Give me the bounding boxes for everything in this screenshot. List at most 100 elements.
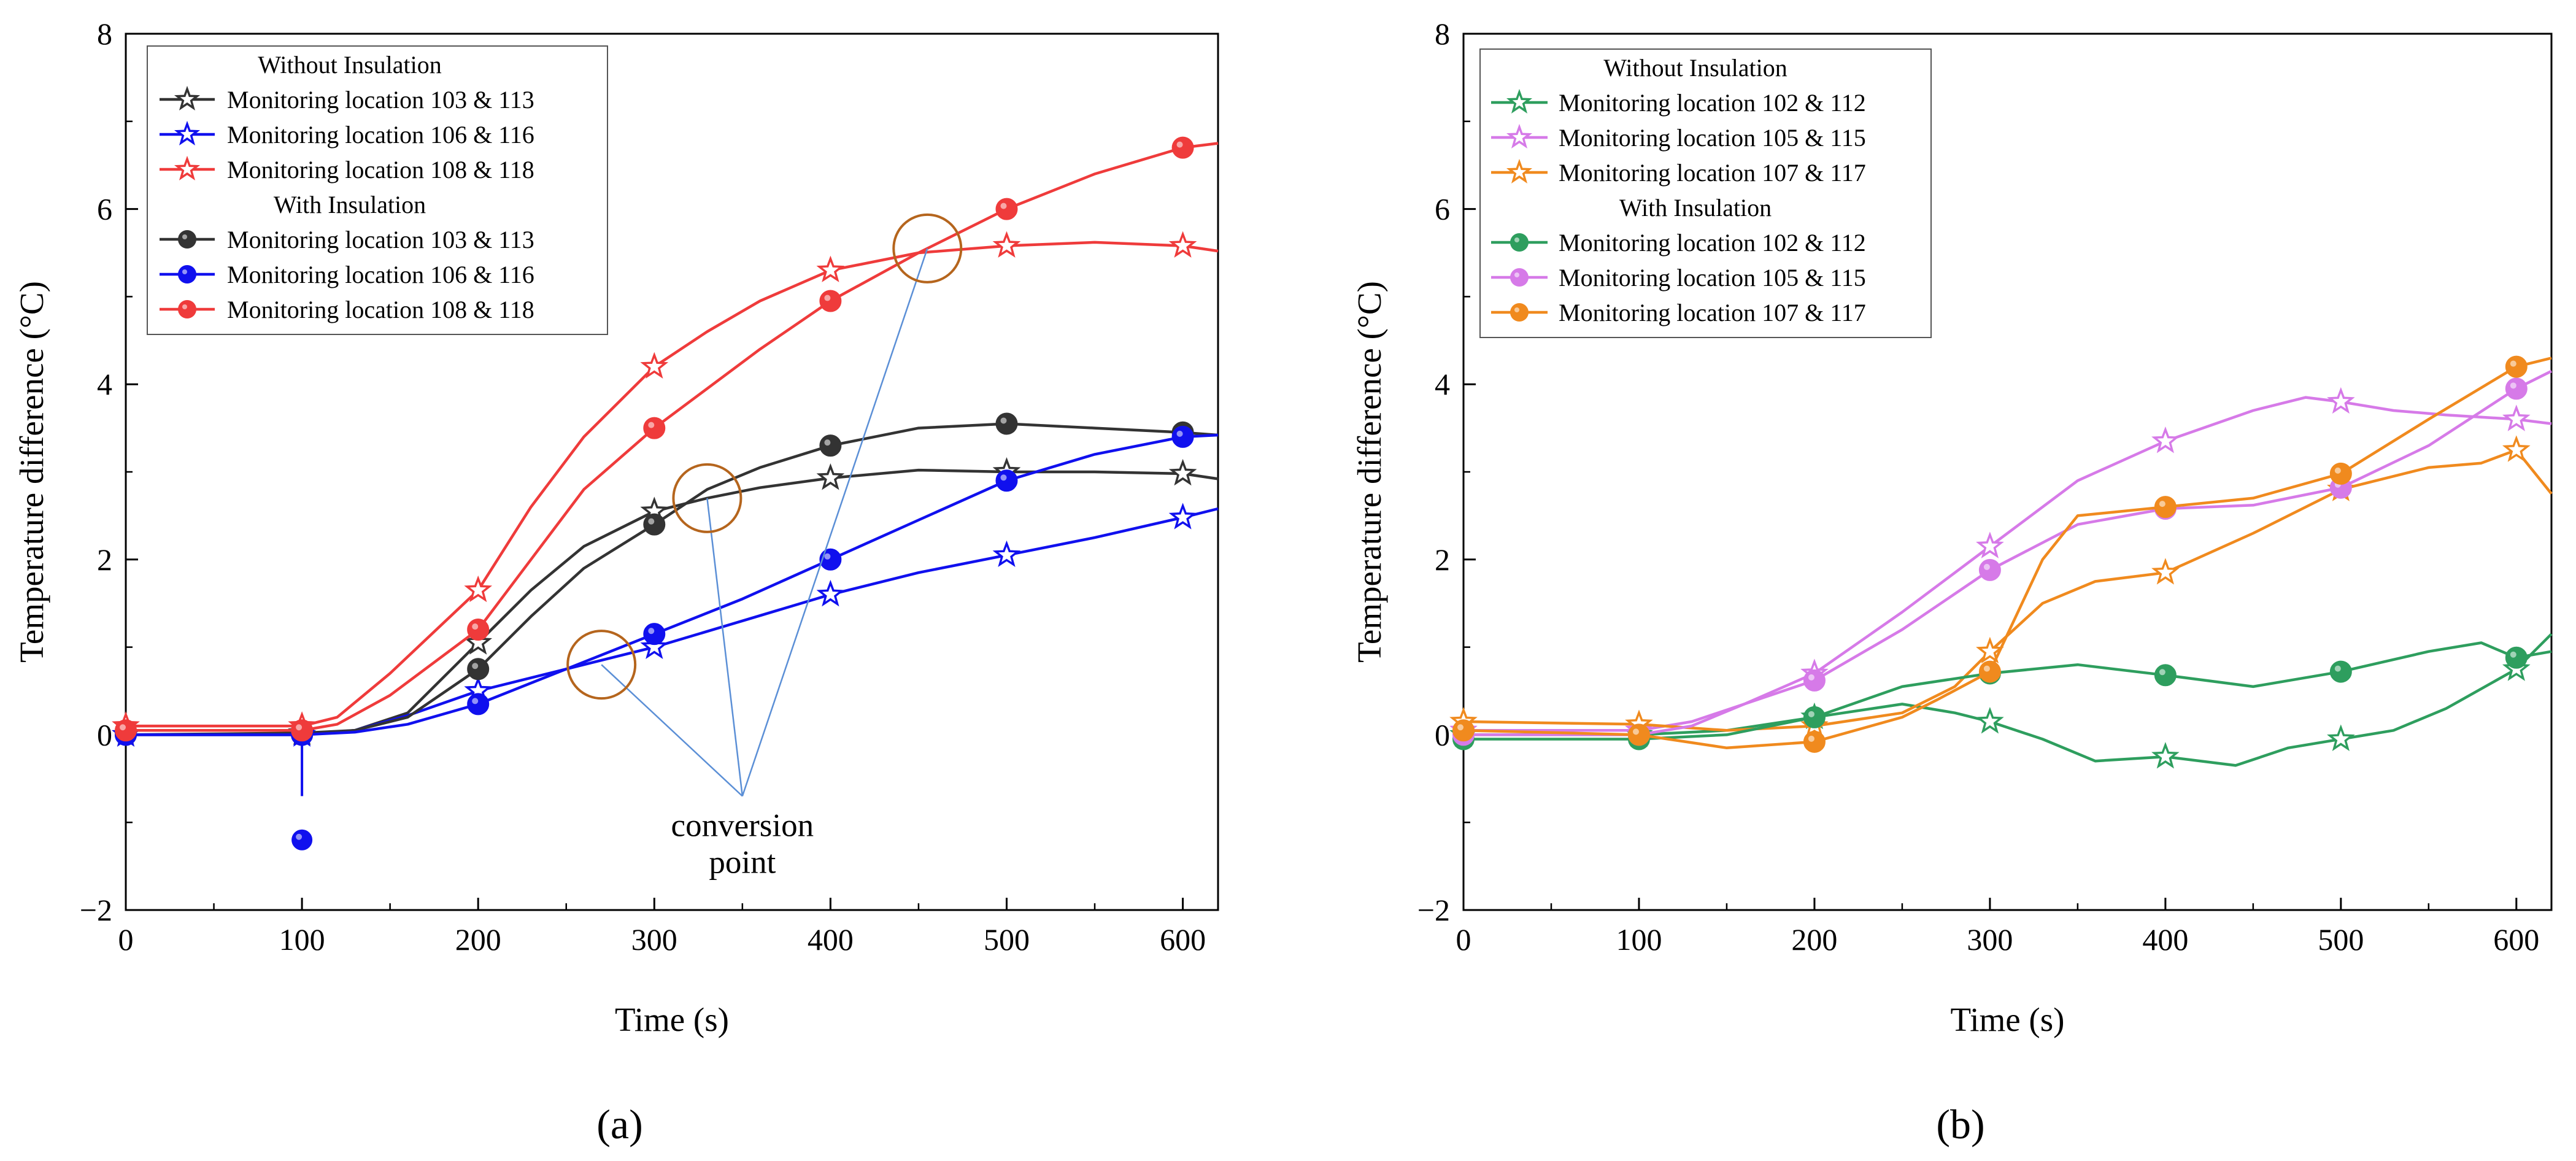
legend-swatch-star: [1506, 158, 1533, 183]
y-tick-label: 0: [1435, 717, 1450, 752]
data-point-circle-a_ins_106: [995, 469, 1018, 492]
data-point-highlight: [824, 553, 831, 560]
data-point-star-a_no_103: [1168, 458, 1197, 486]
x-tick-label: 600: [2493, 922, 2539, 957]
data-point-circle-b_ins_107: [1803, 730, 1826, 753]
legend-entry-label: Monitoring location 106 & 116: [227, 121, 534, 148]
series-line-a_ins_106: [126, 433, 1219, 736]
data-point-circle-b_ins_105: [1803, 669, 1826, 692]
series-line-a_no_106: [126, 507, 1219, 736]
legend-swatch-star: [1506, 123, 1533, 148]
data-point-circle-a_ins_108: [467, 619, 490, 641]
x-tick-label: 100: [1616, 922, 1662, 957]
data-point-highlight: [2510, 651, 2516, 658]
legend-swatch-highlight: [1514, 237, 1519, 242]
x-tick-label: 200: [455, 922, 501, 957]
data-point-circle-b_ins_105: [1978, 558, 2001, 581]
series-line-a_no_108: [126, 241, 1219, 728]
series-line-b_no_105: [1463, 396, 2552, 732]
y-tick-label: 4: [97, 367, 112, 401]
data-point-highlight: [1000, 474, 1007, 481]
legend-swatch-star: [174, 85, 201, 110]
data-point-highlight: [472, 698, 479, 704]
data-point-circle-a_ins_103: [643, 513, 666, 536]
x-tick-label: 0: [1456, 922, 1471, 957]
data-point-star-a_no_106: [1168, 503, 1197, 530]
legend-swatch-circle: [178, 265, 196, 284]
data-point-star-a_no_108: [816, 255, 845, 282]
y-tick-label: 0: [97, 717, 112, 752]
legend-entry-label: Monitoring location 106 & 116: [227, 261, 534, 288]
legend-swatch-circle: [1510, 233, 1529, 252]
data-point-circle-b_ins_107: [2154, 496, 2177, 519]
data-point-star-a_no_106: [992, 540, 1021, 568]
x-axis-title: Time (s): [615, 1001, 729, 1038]
annotation-leader-line: [601, 664, 743, 797]
data-point-highlight: [824, 439, 831, 446]
data-point-highlight: [1808, 711, 1814, 717]
legend-box: [1479, 48, 1932, 338]
data-point-star-a_no_108: [992, 231, 1021, 258]
data-point-circle-a_ins_108: [1171, 136, 1194, 159]
data-point-star-a_no_106: [816, 579, 845, 607]
series-line-a_ins_103: [126, 422, 1219, 736]
data-point-circle-a_ins_108: [995, 198, 1018, 220]
data-point-highlight: [296, 833, 303, 840]
legend-swatch-star: [1506, 88, 1533, 114]
data-point-highlight: [1176, 141, 1183, 148]
data-point-star-a_no_103: [464, 628, 493, 655]
data-point-circle-b_ins_107: [1452, 719, 1475, 742]
y-tick-label: 8: [1435, 17, 1450, 51]
data-point-highlight: [2334, 467, 2341, 474]
series-line-b_no_102: [1463, 633, 2553, 767]
data-point-star-b_no_107: [2151, 558, 2180, 585]
legend-entry-label: Monitoring location 103 & 113: [227, 226, 534, 253]
x-tick-label: 0: [118, 922, 134, 957]
data-point-star-b_no_102: [2327, 724, 2355, 751]
y-tick-label: 2: [97, 542, 112, 577]
data-point-highlight: [1808, 735, 1814, 742]
data-point-highlight: [1808, 674, 1814, 681]
legend-group-title: With Insulation: [274, 191, 426, 218]
series-line-a_ins_108: [126, 142, 1219, 732]
annotation-label: point: [709, 844, 776, 880]
data-point-circle-b_ins_105: [2505, 377, 2528, 400]
legend-swatch-circle: [1510, 268, 1529, 287]
legend-entry-label: Monitoring location 108 & 118: [227, 156, 534, 183]
data-point-highlight: [296, 724, 303, 731]
data-point-highlight: [1457, 724, 1463, 731]
legend-swatch-highlight: [182, 269, 187, 274]
data-point-circle-a_ins_103: [467, 658, 490, 681]
data-point-circle-a_ins_103: [819, 434, 842, 457]
legend-entry-label: Monitoring location 107 & 117: [1559, 299, 1866, 326]
y-axis-title: Temperature difference (°C): [1351, 281, 1388, 663]
annotation-circle: [566, 630, 637, 700]
x-tick-label: 600: [1160, 922, 1206, 957]
x-tick-label: 300: [1967, 922, 2013, 957]
data-point-circle-b_ins_107: [1978, 660, 2001, 683]
y-tick-label: 2: [1435, 542, 1450, 577]
y-tick-label: −2: [1417, 893, 1450, 927]
data-point-highlight: [2510, 360, 2516, 367]
legend-group-title: Without Insulation: [1603, 54, 1787, 82]
data-point-highlight: [648, 422, 655, 428]
data-point-highlight: [472, 663, 479, 669]
plot-area: [112, 136, 1219, 850]
data-point-highlight: [1983, 665, 1990, 672]
data-point-highlight: [1000, 417, 1007, 424]
data-point-circle-b_ins_102: [2154, 664, 2177, 687]
data-point-star-b_no_107: [1976, 636, 2004, 664]
series-line-b_ins_105: [1463, 369, 2553, 736]
legend-group-title: With Insulation: [1619, 194, 1772, 222]
y-tick-label: 6: [97, 192, 112, 226]
legend-box: [147, 45, 608, 335]
data-point-highlight: [2510, 382, 2516, 389]
data-point-highlight: [824, 295, 831, 301]
legend-entry-label: Monitoring location 105 & 115: [1559, 264, 1866, 291]
data-point-highlight: [2159, 501, 2165, 507]
data-point-star-a_no_108: [640, 352, 669, 379]
data-point-highlight: [648, 518, 655, 525]
